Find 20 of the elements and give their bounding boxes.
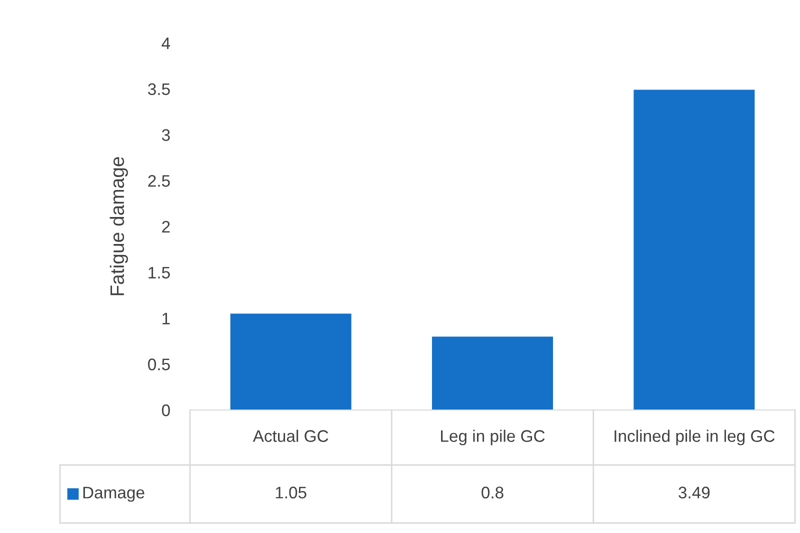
y-tick-label: 2 <box>162 220 170 233</box>
y-axis-title: Fatigue damage <box>110 157 128 296</box>
x-tick-label: Actual GC <box>252 430 328 442</box>
x-tick-label: Inclined pile in leg GC <box>614 430 775 446</box>
y-tick-label: 4 <box>162 38 170 50</box>
bar <box>230 314 352 410</box>
y-tick-label: 1.5 <box>148 266 170 279</box>
y-tick-label: 3 <box>162 129 170 141</box>
data-label: 0.8 <box>482 486 504 498</box>
y-tick-label: 3.5 <box>148 83 170 96</box>
y-tick-label: 0 <box>162 404 170 416</box>
bar <box>432 336 553 410</box>
legend-label: Damage <box>83 486 144 502</box>
y-tick-label: 1 <box>162 312 170 324</box>
data-label: 3.49 <box>678 486 710 498</box>
y-tick-label: 0.5 <box>148 358 170 370</box>
bar <box>634 90 755 410</box>
y-tick-label: 2.5 <box>148 175 170 187</box>
x-tick-label: Leg in pile GC <box>441 430 545 446</box>
data-label: 1.05 <box>276 486 306 498</box>
